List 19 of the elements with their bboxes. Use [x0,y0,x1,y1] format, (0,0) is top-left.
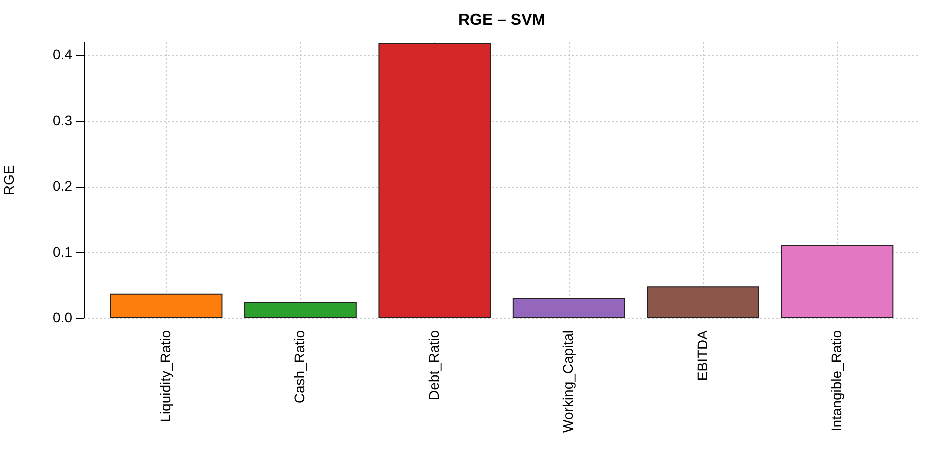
x-tick-label: Debt_Ratio [426,330,442,401]
x-tick-label: Working_Capital [560,330,576,433]
x-tick-label: Liquidity_Ratio [158,330,174,422]
x-tick-label: EBITDA [694,330,710,382]
x-tick-label: Intangible_Ratio [828,330,844,432]
y-tick-label: 0.0 [53,310,73,326]
y-axis-title: RGE [1,165,18,196]
bar [378,43,492,318]
y-tick-label: 0.4 [53,46,73,63]
bar [244,302,357,318]
bar [781,245,894,318]
x-tick-label: Cash_Ratio [292,330,308,404]
y-tick-label: 0.3 [53,112,73,128]
bar [512,298,626,318]
chart-title: RGE – SVM [458,12,546,29]
bar [110,294,223,318]
bar [647,286,760,318]
y-tick-label: 0.1 [53,244,73,260]
y-tick-label: 0.2 [53,178,73,194]
